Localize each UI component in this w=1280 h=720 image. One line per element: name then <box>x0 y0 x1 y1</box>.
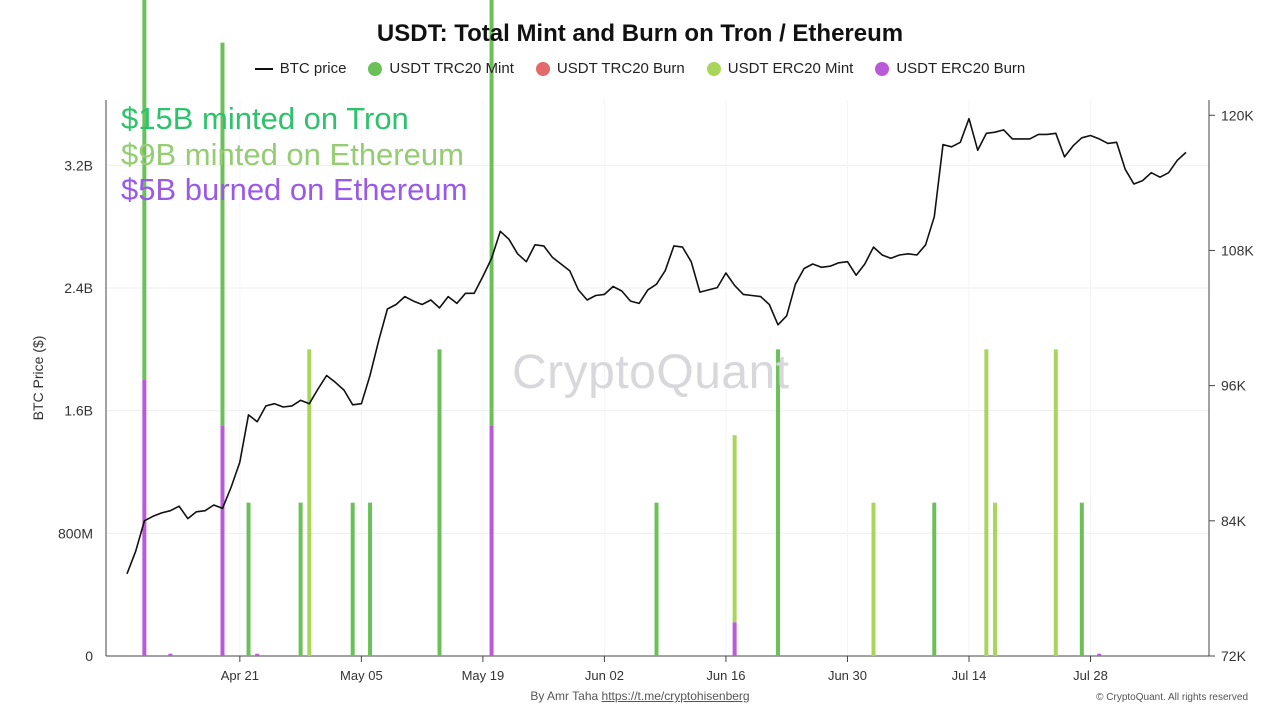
bar-usdt-erc20-mint <box>1053 349 1058 656</box>
bar-usdt-erc20-burn <box>255 653 260 656</box>
bar-usdt-erc20-burn <box>142 380 147 656</box>
footer-copyright: © CryptoQuant. All rights reserved <box>1096 692 1248 703</box>
legend-item-btc-price[interactable]: BTC price <box>254 60 347 77</box>
legend-label: USDT ERC20 Burn <box>896 60 1026 77</box>
legend-label: USDT TRC20 Mint <box>389 60 514 77</box>
legend-dot-swatch <box>535 61 550 76</box>
x-tick-label: Jul 14 <box>952 668 987 683</box>
legend-item-erc20-burn[interactable]: USDT ERC20 Burn <box>875 60 1025 77</box>
bars-layer <box>142 0 1102 656</box>
y-right-tick-label: 120K <box>1221 107 1254 123</box>
y-right-tick-label: 96K <box>1221 378 1247 394</box>
ticks-layer: 0 800M 1.6B 2.4B 3.2B 72K 84K 96K 108K 120K Apr 21… <box>30 107 1254 683</box>
y-left-tick-label: 3.2B <box>64 157 93 173</box>
legend-label: USDT TRC20 Burn <box>556 60 685 77</box>
legend-dot-swatch <box>875 61 890 76</box>
x-tick-label: Apr 21 <box>221 668 259 683</box>
bar-usdt-trc20-mint <box>776 349 781 656</box>
bar-usdt-erc20-mint <box>984 349 989 656</box>
bar-usdt-trc20-mint <box>298 502 303 656</box>
bar-usdt-trc20-mint <box>142 0 147 381</box>
legend-line-swatch <box>254 67 273 70</box>
legend-dot-swatch <box>368 61 383 76</box>
bar-usdt-trc20-mint <box>350 502 355 656</box>
bar-usdt-erc20-mint <box>307 349 312 656</box>
bar-usdt-erc20-mint <box>993 502 998 656</box>
y-right-tick-label: 84K <box>1221 513 1247 529</box>
x-tick-label: Jun 30 <box>828 668 867 683</box>
bar-usdt-trc20-mint <box>489 0 494 427</box>
bar-usdt-trc20-mint <box>220 42 225 427</box>
grid-layer <box>106 100 1209 656</box>
bar-usdt-trc20-mint <box>246 502 251 656</box>
bar-usdt-erc20-burn <box>168 653 173 656</box>
bar-usdt-erc20-mint <box>732 435 737 623</box>
footer-author: By Amr Taha https://t.me/cryptohisenberg <box>0 689 1280 703</box>
y-right-tick-label: 72K <box>1221 648 1247 664</box>
annotation-tron-mint: $15B minted on Tron <box>121 101 409 136</box>
bar-usdt-trc20-mint <box>654 502 659 656</box>
legend-label: BTC price <box>279 60 347 77</box>
legend-item-erc20-mint[interactable]: USDT ERC20 Mint <box>706 60 854 77</box>
footer-author-link[interactable]: https://t.me/cryptohisenberg <box>601 689 750 703</box>
chart-title: USDT: Total Mint and Burn on Tron / Ethe… <box>376 20 904 47</box>
bar-usdt-erc20-mint <box>871 502 876 656</box>
line-layer <box>126 117 1187 575</box>
x-tick-label: Jun 02 <box>585 668 624 683</box>
bar-usdt-erc20-burn <box>220 426 225 656</box>
y-left-tick-label: 0 <box>85 648 93 664</box>
y-left-tick-label: 1.6B <box>64 403 93 419</box>
bar-usdt-erc20-burn <box>489 426 494 656</box>
watermark: CryptoQuant <box>512 346 790 399</box>
annotation-eth-burn: $5B burned on Ethereum <box>121 172 468 207</box>
x-tick-label: Jun 16 <box>706 668 745 683</box>
x-tick-label: May 05 <box>340 668 383 683</box>
x-tick-label: May 19 <box>462 668 505 683</box>
footer-author-name: By Amr Taha <box>530 689 599 703</box>
bar-usdt-trc20-mint <box>368 502 373 656</box>
y-right-tick-label: 108K <box>1221 242 1254 258</box>
x-tick-label: Jul 28 <box>1073 668 1108 683</box>
btc-price-line <box>126 117 1187 575</box>
bar-usdt-erc20-burn <box>1097 653 1102 656</box>
legend: BTC price USDT TRC20 Mint USDT TRC20 Bur… <box>0 60 1280 77</box>
legend-dot-swatch <box>706 61 721 76</box>
y-left-tick-label: 800M <box>58 525 93 541</box>
annotation-eth-mint: $9B minted on Ethereum <box>121 137 464 172</box>
y-axis-title: BTC Price ($) <box>30 336 46 421</box>
y-left-tick-label: 2.4B <box>64 280 93 296</box>
bar-usdt-erc20-burn <box>732 622 737 656</box>
bar-usdt-trc20-mint <box>932 502 937 656</box>
legend-item-trc20-mint[interactable]: USDT TRC20 Mint <box>368 60 514 77</box>
legend-item-trc20-burn[interactable]: USDT TRC20 Burn <box>535 60 685 77</box>
bar-usdt-trc20-mint <box>1079 502 1084 656</box>
bar-usdt-trc20-mint <box>437 349 442 656</box>
legend-label: USDT ERC20 Mint <box>727 60 854 77</box>
